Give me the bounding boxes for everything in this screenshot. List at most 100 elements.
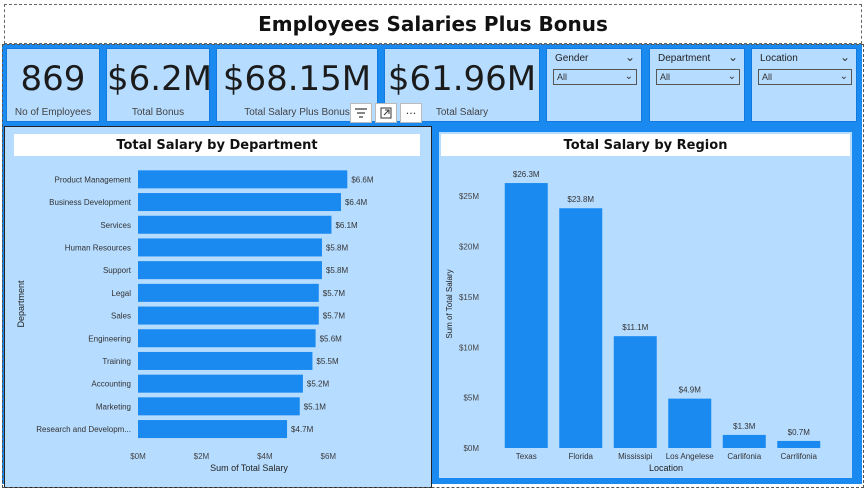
kpi-value: 869 [20,59,86,99]
department-bar-chart: Product Management $6.6M Business Developm… [16,170,374,473]
slicer-department[interactable]: Department ⌄ All ⌄ [649,48,745,122]
kpi-value: $61.96M [387,59,537,99]
data-label: $5.7M [323,289,346,298]
bar [138,261,322,280]
kpi-label: Total Bonus [131,107,185,118]
chevron-down-icon[interactable]: ⌄ [728,50,739,64]
data-label: $5.7M [323,312,346,321]
department-dropdown[interactable]: All ⌄ [656,69,740,85]
category-label: Business Development [49,198,132,207]
y-axis-title: Sum of Total Salary [445,269,454,338]
bar [613,336,657,448]
category-label: Texas [516,452,537,461]
bar [138,351,313,370]
x-tick-label: $2M [194,452,210,461]
more-options-icon[interactable]: ··· [400,103,422,123]
bar [138,283,319,302]
category-label: Product Management [55,175,132,184]
bar [138,238,322,257]
bar [138,374,303,393]
bar [138,397,300,416]
kpi-value: $68.15M [222,59,372,99]
report-title-card: Employees Salaries Plus Bonus [4,4,862,44]
dropdown-value: All [660,72,671,82]
kpi-card-total-salary[interactable]: $61.96M Total Salary [384,48,540,122]
category-label: Human Resources [65,243,131,252]
y-axis-title: Department [16,280,26,328]
bar [138,215,332,234]
bar [668,398,712,448]
chart-title: Total Salary by Region [563,137,728,153]
x-axis-title: Location [649,463,683,473]
category-label: Marketing [96,402,131,411]
y-tick-label: $0M [463,444,479,453]
kpi-card-salary-plus-bonus[interactable]: $68.15M Total Salary Plus Bonus [216,48,378,122]
y-tick-label: $5M [463,394,479,403]
y-tick-label: $10M [459,343,479,352]
category-label: Legal [111,289,131,298]
chevron-down-icon[interactable]: ⌄ [840,50,851,64]
category-label: Los Angelese [666,452,715,461]
kpi-card-employees[interactable]: 869 No of Employees [6,48,100,122]
bar [138,306,319,325]
data-label: $4.9M [679,386,702,395]
category-label: Training [102,357,131,366]
data-label: $6.1M [335,221,358,230]
category-label: Carrlifonia [781,452,818,461]
x-tick-label: $0M [130,452,146,461]
slicer-title: Location [760,53,798,64]
more-options-label: ··· [405,106,417,120]
visual-header-toolbar: ··· [350,103,422,123]
kpi-label: No of Employees [14,107,92,118]
bar [138,420,288,439]
dropdown-value: All [762,72,773,82]
filter-icon[interactable] [350,103,372,123]
bar [138,170,348,189]
slicer-title: Department [658,53,711,64]
department-chart-header: Total Salary by Department [14,134,420,156]
region-chart-header: Total Salary by Region [441,134,850,156]
chevron-down-icon[interactable]: ⌄ [625,50,636,64]
chart-title: Total Salary by Department [116,137,318,153]
data-label: $0.7M [788,428,811,437]
data-label: $4.7M [291,425,314,434]
kpi-card-total-bonus[interactable]: $6.2M Total Bonus [106,48,210,122]
category-label: Engineering [88,334,131,343]
kpi-label: Total Salary Plus Bonus [244,107,350,118]
category-label: Services [100,221,131,230]
slicer-gender[interactable]: Gender ⌄ All ⌄ [546,48,642,122]
bar [722,434,766,448]
chevron-down-icon: ⌄ [727,71,736,82]
region-bar-chart: $0M $5M $10M $15M $20M $25M $26.3M Texas $23.8M F… [445,170,821,473]
y-tick-label: $25M [459,192,479,201]
chevron-down-icon: ⌄ [839,71,848,82]
data-label: $5.8M [326,243,349,252]
category-label: Carlifonia [727,452,761,461]
data-label: $11.1M [622,323,648,332]
data-label: $5.6M [320,334,343,343]
bar [559,208,603,448]
x-tick-label: $4M [257,452,273,461]
gender-dropdown[interactable]: All ⌄ [553,69,637,85]
category-label: Florida [569,452,594,461]
y-tick-label: $20M [459,243,479,252]
focus-mode-icon[interactable] [375,103,397,123]
data-label: $26.3M [513,170,540,179]
location-dropdown[interactable]: All ⌄ [758,69,852,85]
report-title: Employees Salaries Plus Bonus [258,12,608,36]
bar [504,183,548,448]
dropdown-value: All [557,72,568,82]
bar [777,440,821,448]
x-tick-label: $6M [321,452,337,461]
category-label: Support [103,266,132,275]
data-label: $5.5M [316,357,339,366]
bar [138,329,316,348]
category-label: Sales [111,312,131,321]
slicer-location[interactable]: Location ⌄ All ⌄ [751,48,857,122]
chevron-down-icon: ⌄ [624,71,633,82]
bar [138,193,341,212]
y-tick-label: $15M [459,293,479,302]
data-label: $5.8M [326,266,349,275]
slicer-title: Gender [555,53,589,64]
